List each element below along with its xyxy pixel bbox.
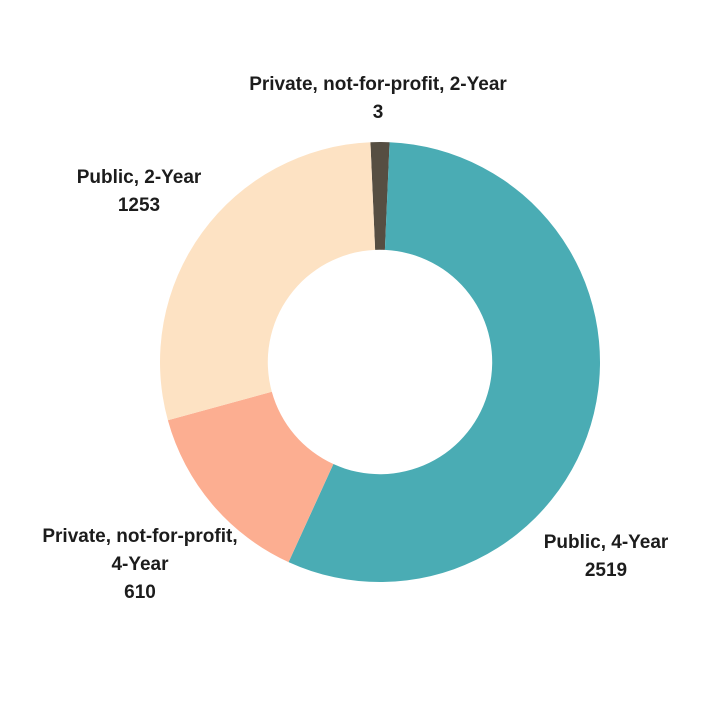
donut-slice-2 — [167, 391, 334, 563]
callout-label: Public, 2-Year — [76, 167, 202, 188]
callout-private-nfp-2yr: Private, not-for-profit, 2-Year 3 — [198, 71, 558, 127]
callout-public-2yr: Public, 2-Year 1253 — [29, 164, 249, 220]
callout-value: 610 — [124, 582, 156, 603]
donut-slice-3 — [160, 142, 376, 421]
callout-label: Private, not-for-profit, 2-Year — [249, 74, 507, 95]
callout-value: 2519 — [584, 560, 628, 581]
callout-value: 1253 — [117, 195, 161, 216]
callout-public-4yr: Public, 4-Year 2519 — [496, 529, 710, 585]
donut-slice-0 — [370, 142, 390, 250]
donut-slice-1 — [288, 142, 601, 583]
callout-label: Private, not-for-profit, 4-Year — [42, 526, 238, 575]
callout-value: 3 — [372, 102, 384, 123]
callout-label: Public, 4-Year — [543, 532, 669, 553]
callout-private-nfp-4yr: Private, not-for-profit, 4-Year 610 — [34, 523, 246, 607]
